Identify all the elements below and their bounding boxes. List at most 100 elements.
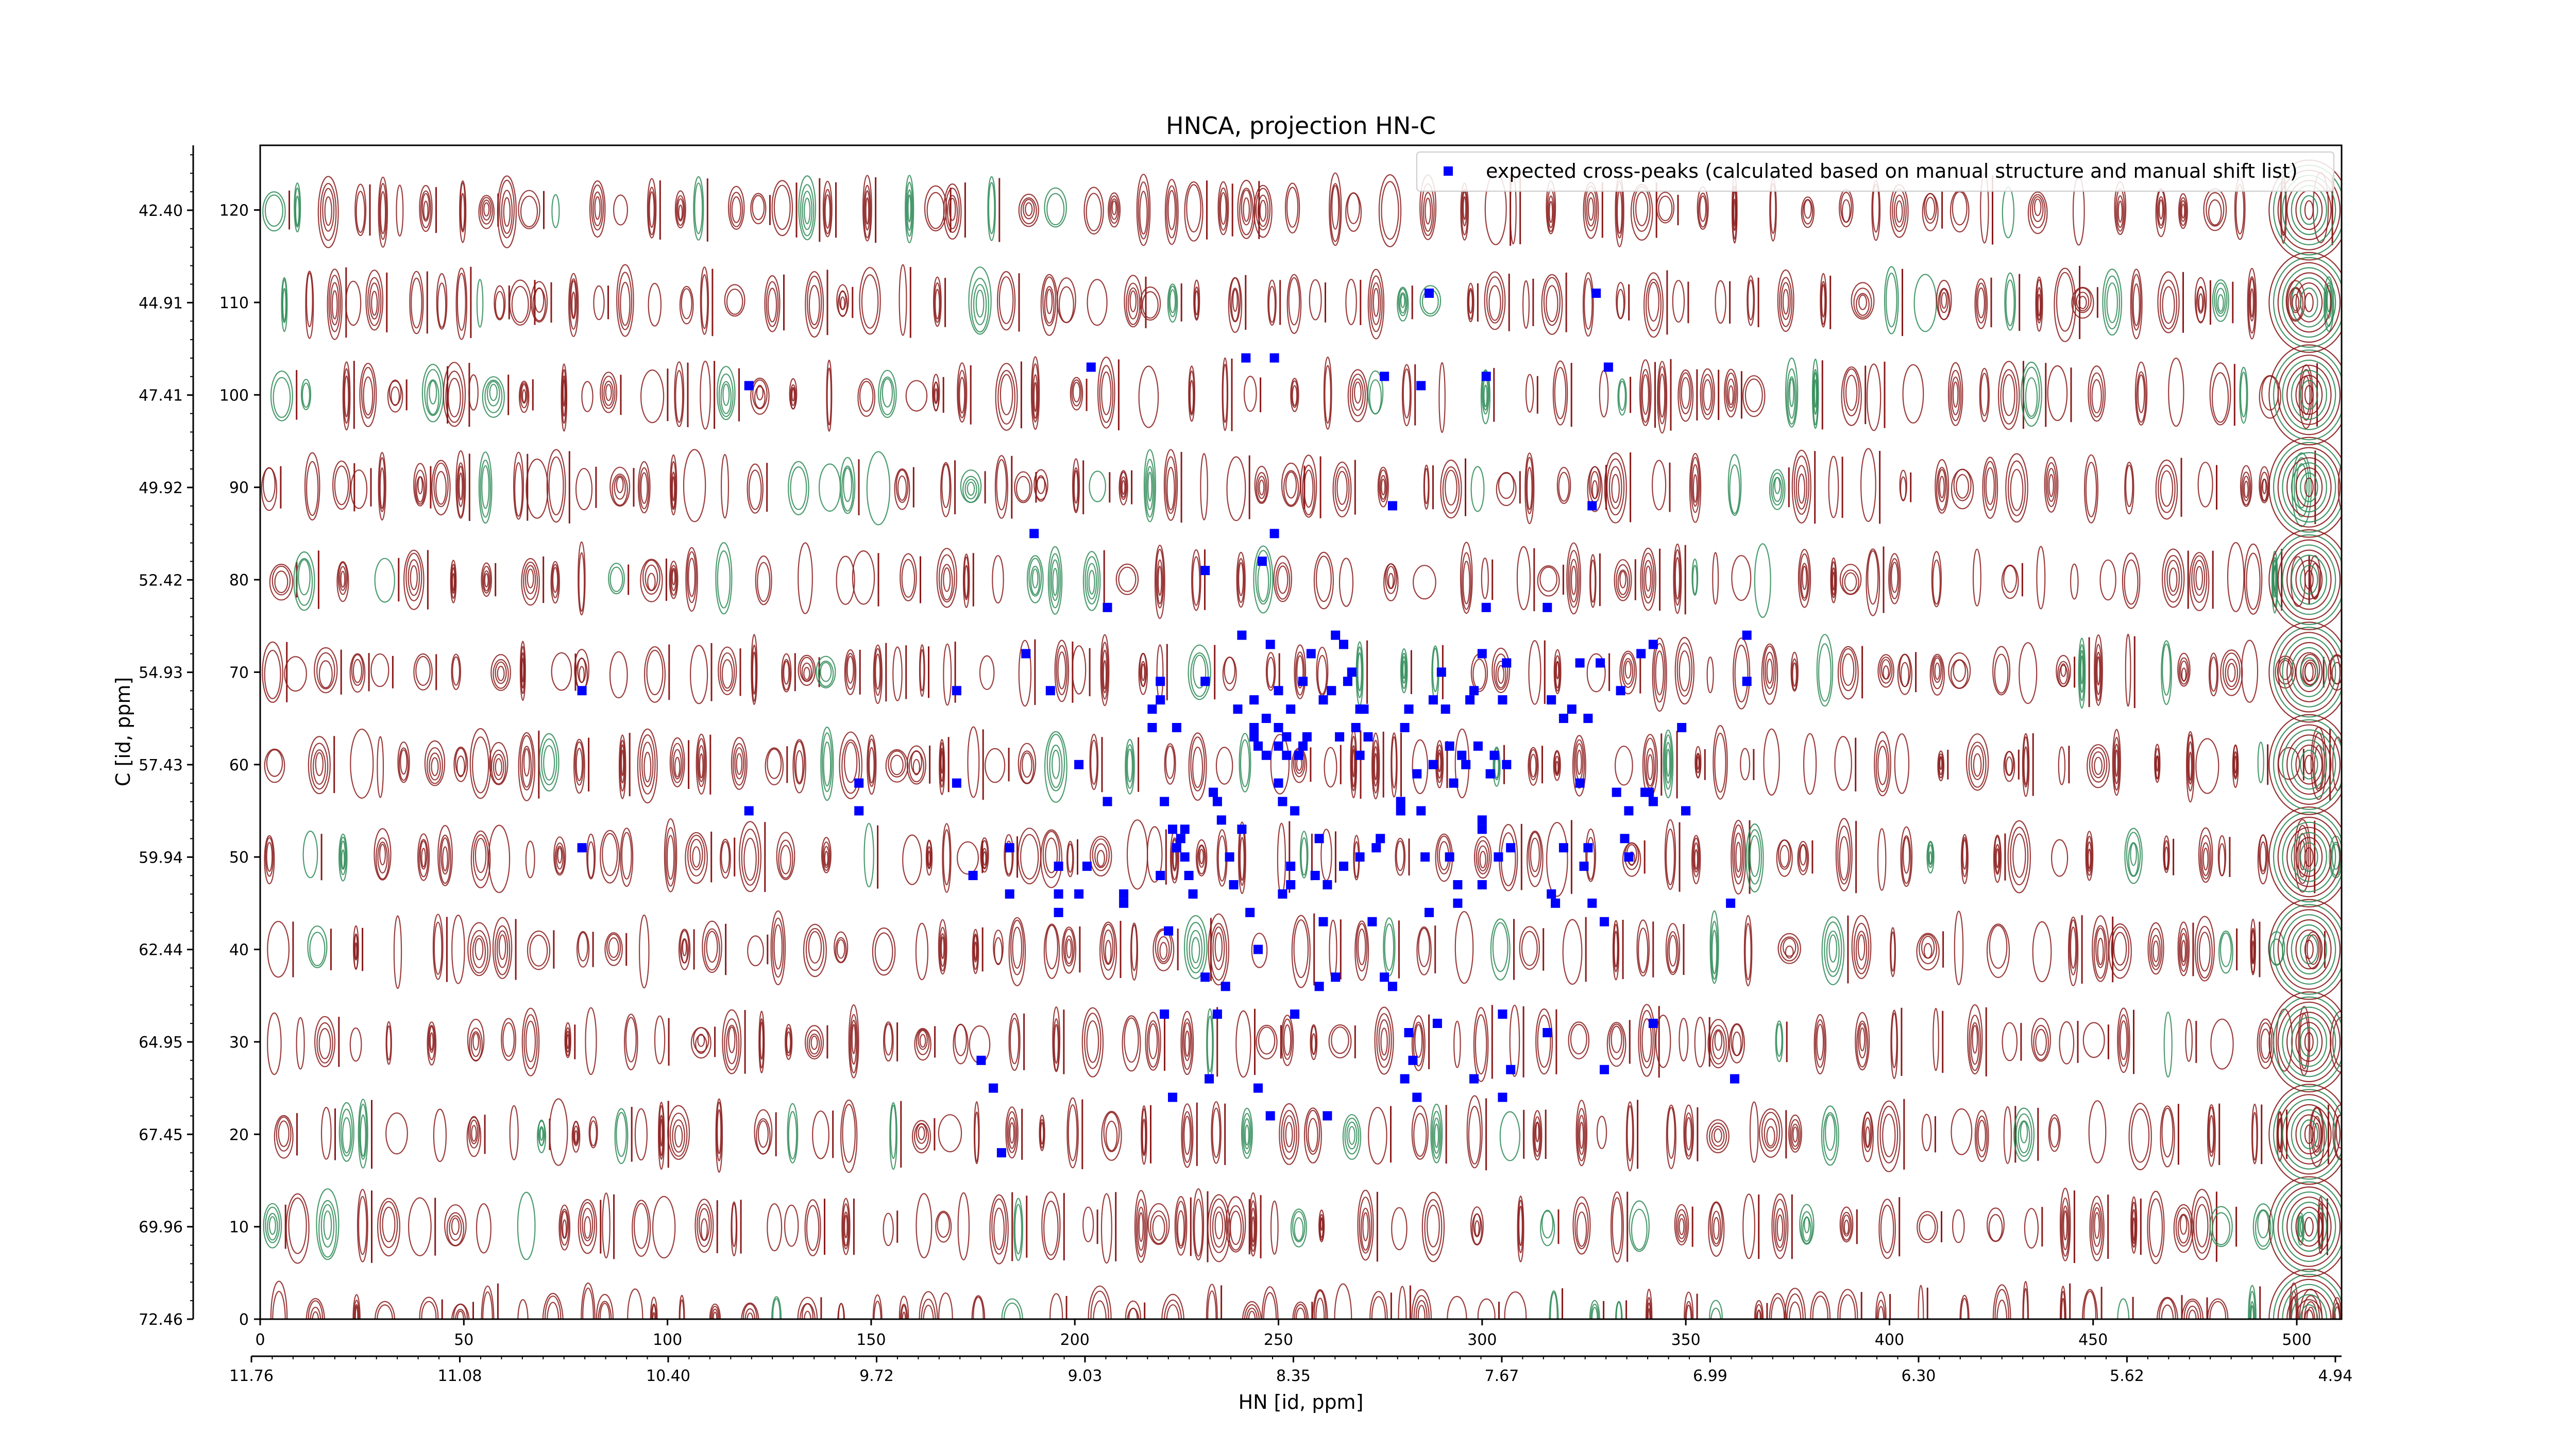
- contour-ring: [2291, 1017, 2327, 1067]
- contour-ring: [1701, 374, 1714, 415]
- contour-ring: [2130, 268, 2143, 340]
- contour-ring: [2004, 272, 2016, 331]
- contour-ring: [2219, 932, 2232, 968]
- contour-ring: [741, 1302, 759, 1319]
- cross-peak-point: [1547, 889, 1556, 899]
- contour-ring: [1309, 279, 1322, 321]
- contour-ring: [1192, 556, 1200, 606]
- contour-ring: [1832, 571, 1836, 591]
- contour-ring: [964, 479, 977, 500]
- contour-ring: [1802, 1217, 1811, 1242]
- contour-ring: [2178, 928, 2189, 972]
- contour-ring: [1969, 1015, 1981, 1071]
- contour-ring: [957, 1192, 970, 1260]
- contour-ring: [1257, 194, 1269, 227]
- contour-ring: [873, 644, 883, 704]
- contour-ring: [1624, 660, 1632, 679]
- contour-ring: [1591, 1307, 1598, 1319]
- contour-ring: [459, 472, 463, 501]
- contour-ring: [1440, 459, 1462, 519]
- cross-peak-point: [1209, 787, 1218, 797]
- contour-ring: [1977, 1119, 1986, 1152]
- contour-ring: [1044, 285, 1055, 324]
- contour-ring: [578, 541, 586, 616]
- contour-ring: [786, 1031, 791, 1054]
- contour-ring: [967, 481, 975, 496]
- contour-ring: [1215, 747, 1233, 785]
- contour-ring: [1835, 818, 1853, 891]
- contour-ring: [1163, 449, 1178, 521]
- contour-ring: [2159, 1298, 2176, 1319]
- contour-ring: [1757, 1309, 1761, 1319]
- contour-ring: [1891, 1013, 1897, 1069]
- contour-ring: [520, 646, 526, 695]
- contour-ring: [2243, 480, 2249, 498]
- cross-peak-point: [1331, 972, 1341, 982]
- contour-ring: [2181, 204, 2185, 219]
- contour-ring: [379, 183, 387, 240]
- contour-ring: [1677, 369, 1694, 422]
- contour-ring: [1411, 1289, 1432, 1319]
- contour-ring: [375, 837, 390, 880]
- contour-ring: [1663, 729, 1674, 799]
- contour-ring: [1397, 287, 1409, 322]
- contour-ring: [700, 1218, 708, 1241]
- contour-ring: [2003, 565, 2018, 593]
- contour-ring: [1921, 1114, 1932, 1152]
- contour-ring: [474, 837, 487, 873]
- cross-peak-point: [1591, 289, 1601, 298]
- contour-ring: [1645, 565, 1652, 592]
- contour-ring: [379, 457, 386, 512]
- contour-ring: [2291, 647, 2327, 698]
- contour-ring: [1764, 1118, 1778, 1149]
- contour-ring: [493, 753, 504, 781]
- contour-ring: [310, 1306, 321, 1319]
- contour-ring: [808, 285, 820, 326]
- contour-ring: [511, 285, 529, 323]
- contour-ring: [1293, 919, 1309, 979]
- contour-ring: [1161, 1293, 1184, 1319]
- cross-peak-point: [1265, 639, 1275, 649]
- contour-ring: [1207, 1290, 1217, 1319]
- contour-ring: [1186, 184, 1201, 233]
- contour-ring: [1128, 1307, 1138, 1319]
- contour-ring: [1883, 665, 1889, 680]
- cross-peak-point: [1351, 723, 1361, 732]
- contour-ring: [1430, 1103, 1443, 1164]
- contour-ring: [1058, 286, 1074, 324]
- contour-ring: [2286, 364, 2332, 425]
- contour-ring: [1786, 368, 1797, 425]
- contour-ring: [681, 938, 688, 964]
- contour-ring: [758, 1010, 765, 1074]
- contour-ring: [1933, 657, 1942, 683]
- contour-ring: [1255, 550, 1272, 605]
- contour-ring: [609, 566, 623, 593]
- cross-peak-point: [1188, 889, 1198, 899]
- cross-peak-point: [1074, 889, 1084, 899]
- contour-ring: [1749, 835, 1760, 878]
- contour-ring: [2295, 1299, 2323, 1319]
- contour-ring: [2304, 1309, 2314, 1319]
- contour-ring: [901, 559, 916, 598]
- contour-ring: [459, 180, 467, 243]
- contour-ring: [1928, 851, 1933, 865]
- y2-tick-label: 67.45: [139, 1126, 183, 1144]
- contour-ring: [979, 655, 995, 690]
- contour-ring: [314, 1016, 335, 1068]
- contour-ring: [605, 384, 612, 401]
- contour-ring: [2013, 1107, 2035, 1162]
- contour-ring: [2089, 747, 2108, 783]
- y2-tick-label: 47.41: [139, 387, 183, 405]
- cross-peak-point: [1269, 529, 1279, 538]
- contour-ring: [1617, 569, 1629, 595]
- contour-ring: [2300, 1119, 2318, 1150]
- x2-tick-label: 11.08: [438, 1367, 482, 1385]
- contour-ring: [2189, 552, 2210, 611]
- contour-ring: [1646, 1296, 1652, 1319]
- contour-ring: [555, 846, 564, 870]
- contour-ring: [312, 1311, 319, 1319]
- contour-ring: [519, 735, 534, 791]
- contour-ring: [1903, 837, 1910, 874]
- contour-ring: [604, 932, 623, 966]
- cross-peak-point: [1465, 695, 1475, 705]
